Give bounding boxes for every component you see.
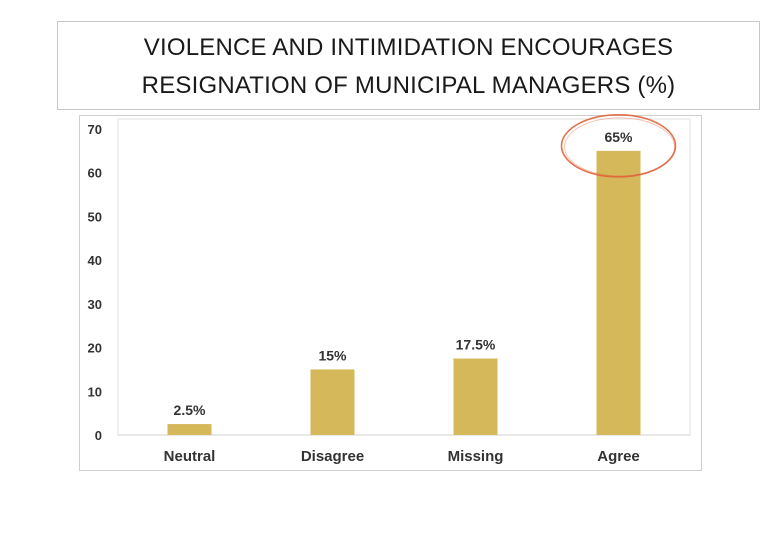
y-tick-label: 20 — [88, 341, 102, 356]
chart-frame — [79, 115, 702, 471]
x-category-label: Disagree — [301, 448, 364, 465]
chart-title-line-2: RESIGNATION OF MUNICIPAL MANAGERS (%) — [141, 72, 676, 99]
x-category-label: Neutral — [164, 448, 216, 465]
chart-title-box: VIOLENCE AND INTIMIDATION ENCOURAGES RES… — [57, 21, 760, 110]
y-tick-label: 50 — [88, 209, 102, 224]
y-tick-label: 40 — [88, 253, 102, 268]
bar — [167, 424, 212, 435]
x-category-label: Agree — [597, 448, 640, 465]
data-label: 2.5% — [174, 402, 206, 418]
x-category-label: Missing — [448, 448, 504, 465]
highlight-circle-inner — [564, 117, 675, 177]
bar — [453, 358, 498, 435]
data-label: 15% — [318, 347, 347, 363]
bar — [596, 150, 641, 435]
y-tick-label: 60 — [88, 166, 102, 181]
bar — [310, 369, 355, 435]
y-tick-label: 70 — [88, 122, 102, 137]
highlight-circle — [560, 114, 677, 178]
y-tick-label: 0 — [95, 428, 102, 443]
y-tick-label: 30 — [88, 297, 102, 312]
chart-title-line-1: VIOLENCE AND INTIMIDATION ENCOURAGES — [143, 34, 674, 61]
y-tick-label: 10 — [88, 384, 102, 399]
data-label: 17.5% — [456, 337, 496, 353]
data-label: 65% — [604, 129, 633, 145]
